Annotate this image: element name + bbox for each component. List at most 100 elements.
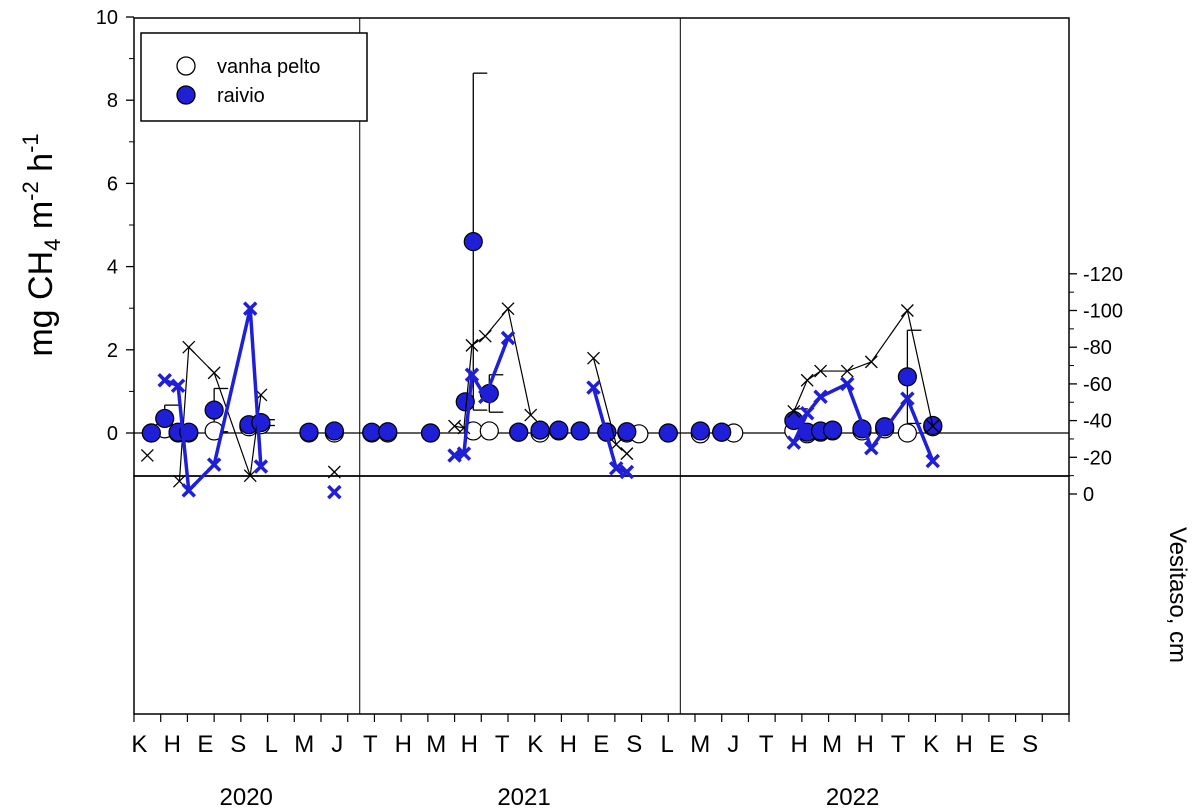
point-vanha-pelto <box>479 421 499 441</box>
water-point-vanha-pelto <box>900 304 914 317</box>
x-month-label: L <box>661 731 674 758</box>
legend: vanha pelto raivio <box>140 32 368 122</box>
x-month-label: L <box>265 731 278 758</box>
water-point-raivio <box>456 446 472 461</box>
point-raivio <box>362 422 382 442</box>
point-raivio <box>617 422 637 442</box>
x-month-label: T <box>495 731 510 758</box>
x-year-label: 2022 <box>826 784 879 810</box>
water-point-raivio <box>170 378 186 393</box>
water-point-raivio <box>840 376 855 392</box>
water-point-raivio <box>925 453 940 469</box>
y-tick-label-bottom: -40 <box>1083 411 1112 433</box>
point-raivio <box>712 422 732 442</box>
water-point-raivio <box>181 483 197 498</box>
water-point-raivio <box>253 459 269 474</box>
water-point-raivio <box>864 440 879 456</box>
y-tick-label-bottom: -120 <box>1083 264 1123 286</box>
water-point-raivio <box>608 461 624 476</box>
x-month-label: K <box>527 731 543 758</box>
y-tick-label-bottom: -80 <box>1083 337 1112 359</box>
water-point-vanha-pelto <box>926 419 940 433</box>
y-tick-label-top: 6 <box>107 173 118 195</box>
bottom-plot-frame <box>133 475 1070 715</box>
water-point-raivio <box>900 391 915 406</box>
y-tick-label-bottom: -20 <box>1083 447 1112 469</box>
point-raivio <box>897 367 917 387</box>
y-tick-label-top: 4 <box>107 257 118 279</box>
water-point-raivio <box>586 380 601 395</box>
water-point-raivio <box>478 389 493 404</box>
x-month-label: J <box>331 731 343 758</box>
water-point-vanha-pelto <box>787 404 801 418</box>
x-month-label: H <box>856 731 873 758</box>
y-tick-label-top: 2 <box>107 340 118 362</box>
water-point-raivio <box>619 464 635 480</box>
x-month-label: H <box>560 731 577 758</box>
point-raivio <box>420 423 441 443</box>
water-point-vanha-pelto <box>800 373 814 387</box>
water-level-panel: 0 -20 -40 -60 -80 -100 -120 <box>133 264 1123 715</box>
point-raivio <box>690 421 710 441</box>
x-month-label: E <box>197 731 213 758</box>
x-month-label: M <box>822 731 842 758</box>
point-raivio <box>549 420 569 440</box>
x-month-label: H <box>791 731 808 758</box>
point-raivio <box>251 413 271 433</box>
x-month-label: S <box>230 731 246 758</box>
y-tick-label-bottom: 0 <box>1083 484 1094 506</box>
water-point-vanha-pelto <box>840 364 854 378</box>
x-month-label: T <box>759 731 774 758</box>
point-raivio <box>204 400 224 420</box>
x-month-label: H <box>164 731 181 758</box>
point-raivio <box>324 421 344 441</box>
water-point-vanha-pelto <box>814 364 828 378</box>
legend-marker-vanha-pelto <box>176 56 196 76</box>
legend-box <box>140 32 368 122</box>
point-raivio <box>530 420 550 440</box>
water-point-raivio <box>242 301 258 316</box>
x-month-label: S <box>1022 731 1038 758</box>
water-point-raivio <box>786 435 802 450</box>
water-point-raivio <box>799 406 815 421</box>
y-tick-label-top: 10 <box>96 7 118 29</box>
x-month-label: T <box>891 731 906 758</box>
point-vanha-pelto <box>897 423 917 443</box>
water-point-vanha-pelto <box>501 302 515 316</box>
water-point-raivio <box>157 372 172 388</box>
x-month-label: S <box>626 731 642 758</box>
x-month-label: H <box>955 731 972 758</box>
water-point-vanha-pelto <box>478 329 492 343</box>
point-raivio <box>299 422 319 442</box>
y-tick-label-bottom: -60 <box>1083 374 1112 396</box>
point-raivio <box>658 423 678 443</box>
y-tick-label-top: 8 <box>107 90 118 112</box>
x-month-label: H <box>395 731 412 758</box>
y-tick-label-bottom: -100 <box>1083 301 1123 323</box>
water-point-vanha-pelto <box>587 351 600 365</box>
y-axis-label-methane: mg CH4 m-2 h-1 <box>18 133 65 356</box>
point-raivio <box>141 423 161 443</box>
legend-marker-raivio <box>176 85 196 105</box>
x-month-label: H <box>461 731 478 758</box>
x-month-label: E <box>989 731 1005 758</box>
water-point-vanha-pelto <box>140 449 154 462</box>
y-tick-label-top: 0 <box>107 423 118 445</box>
x-month-label: M <box>426 731 446 758</box>
water-point-raivio <box>813 389 828 404</box>
point-raivio <box>155 408 175 429</box>
legend-label-raivio: raivio <box>217 85 265 107</box>
water-point-raivio <box>206 457 222 472</box>
x-month-label: E <box>593 731 609 758</box>
point-raivio <box>378 422 398 442</box>
x-month-label: M <box>294 731 314 758</box>
y-axis-label-water-level: Vesitaso, cm <box>1164 527 1191 663</box>
point-raivio <box>463 232 483 252</box>
water-point-vanha-pelto <box>327 465 341 479</box>
x-month-label: T <box>363 731 378 758</box>
water-point-raivio <box>327 484 342 500</box>
point-raivio <box>822 420 843 440</box>
water-point-vanha-pelto <box>864 355 878 369</box>
